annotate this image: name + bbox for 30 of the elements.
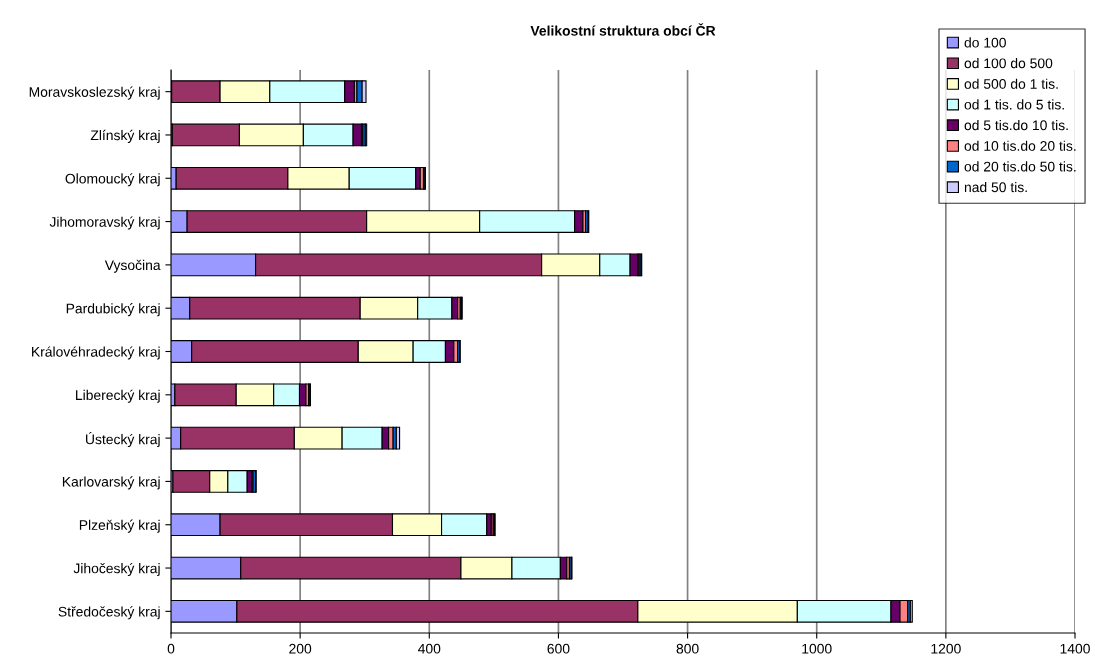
y-tick-label: Ústecký kraj <box>86 432 160 448</box>
y-tick-label: Středočeský kraj <box>58 606 160 620</box>
legend-label: od 500 do 1 tis. <box>964 78 1058 89</box>
legend-label: od 5 tis.do 10 tis. <box>964 119 1068 131</box>
x-tick-label: 1200 <box>931 643 961 654</box>
y-tick-label: Olomoucký kraj <box>65 173 160 187</box>
x-tick-label: 400 <box>418 643 441 654</box>
x-tick-label: 0 <box>167 643 175 654</box>
y-tick-label: Plzeňský kraj <box>79 519 160 533</box>
x-tick-label: 1000 <box>802 643 832 654</box>
y-tick-label: Jihočeský kraj <box>73 562 160 577</box>
y-tick-label: Královéhradecký kraj <box>32 346 160 360</box>
legend-label: nad 50 tis. <box>964 181 1027 193</box>
x-tick-label: 200 <box>289 643 312 654</box>
y-tick-label: Karlovarský kraj <box>62 476 160 490</box>
legend-label: od 10 tis.do 20 tis. <box>964 140 1076 151</box>
x-tick-label: 600 <box>547 643 570 654</box>
x-tick-label: 1400 <box>1060 643 1090 654</box>
y-tick-label: Pardubický kraj <box>66 303 160 317</box>
y-tick-label: Zlínský kraj <box>90 129 160 143</box>
y-tick-label: Vysočina <box>104 259 161 273</box>
y-tick-label: Liberecký kraj <box>76 389 160 403</box>
chart-title: Velikostní struktura obcí ČR <box>530 23 716 36</box>
legend-label: od 1 tis. do 5 tis. <box>964 99 1064 110</box>
legend-label: do 100 <box>964 37 1006 48</box>
x-tick-label: 800 <box>676 643 699 654</box>
legend-label: od 100 do 500 <box>964 58 1053 69</box>
legend-label: od 20 tis.do 50 tis. <box>964 161 1076 172</box>
y-tick-label: Jihomoravský kraj <box>49 216 160 230</box>
y-tick-label: Moravskoslezský kraj <box>29 86 160 100</box>
